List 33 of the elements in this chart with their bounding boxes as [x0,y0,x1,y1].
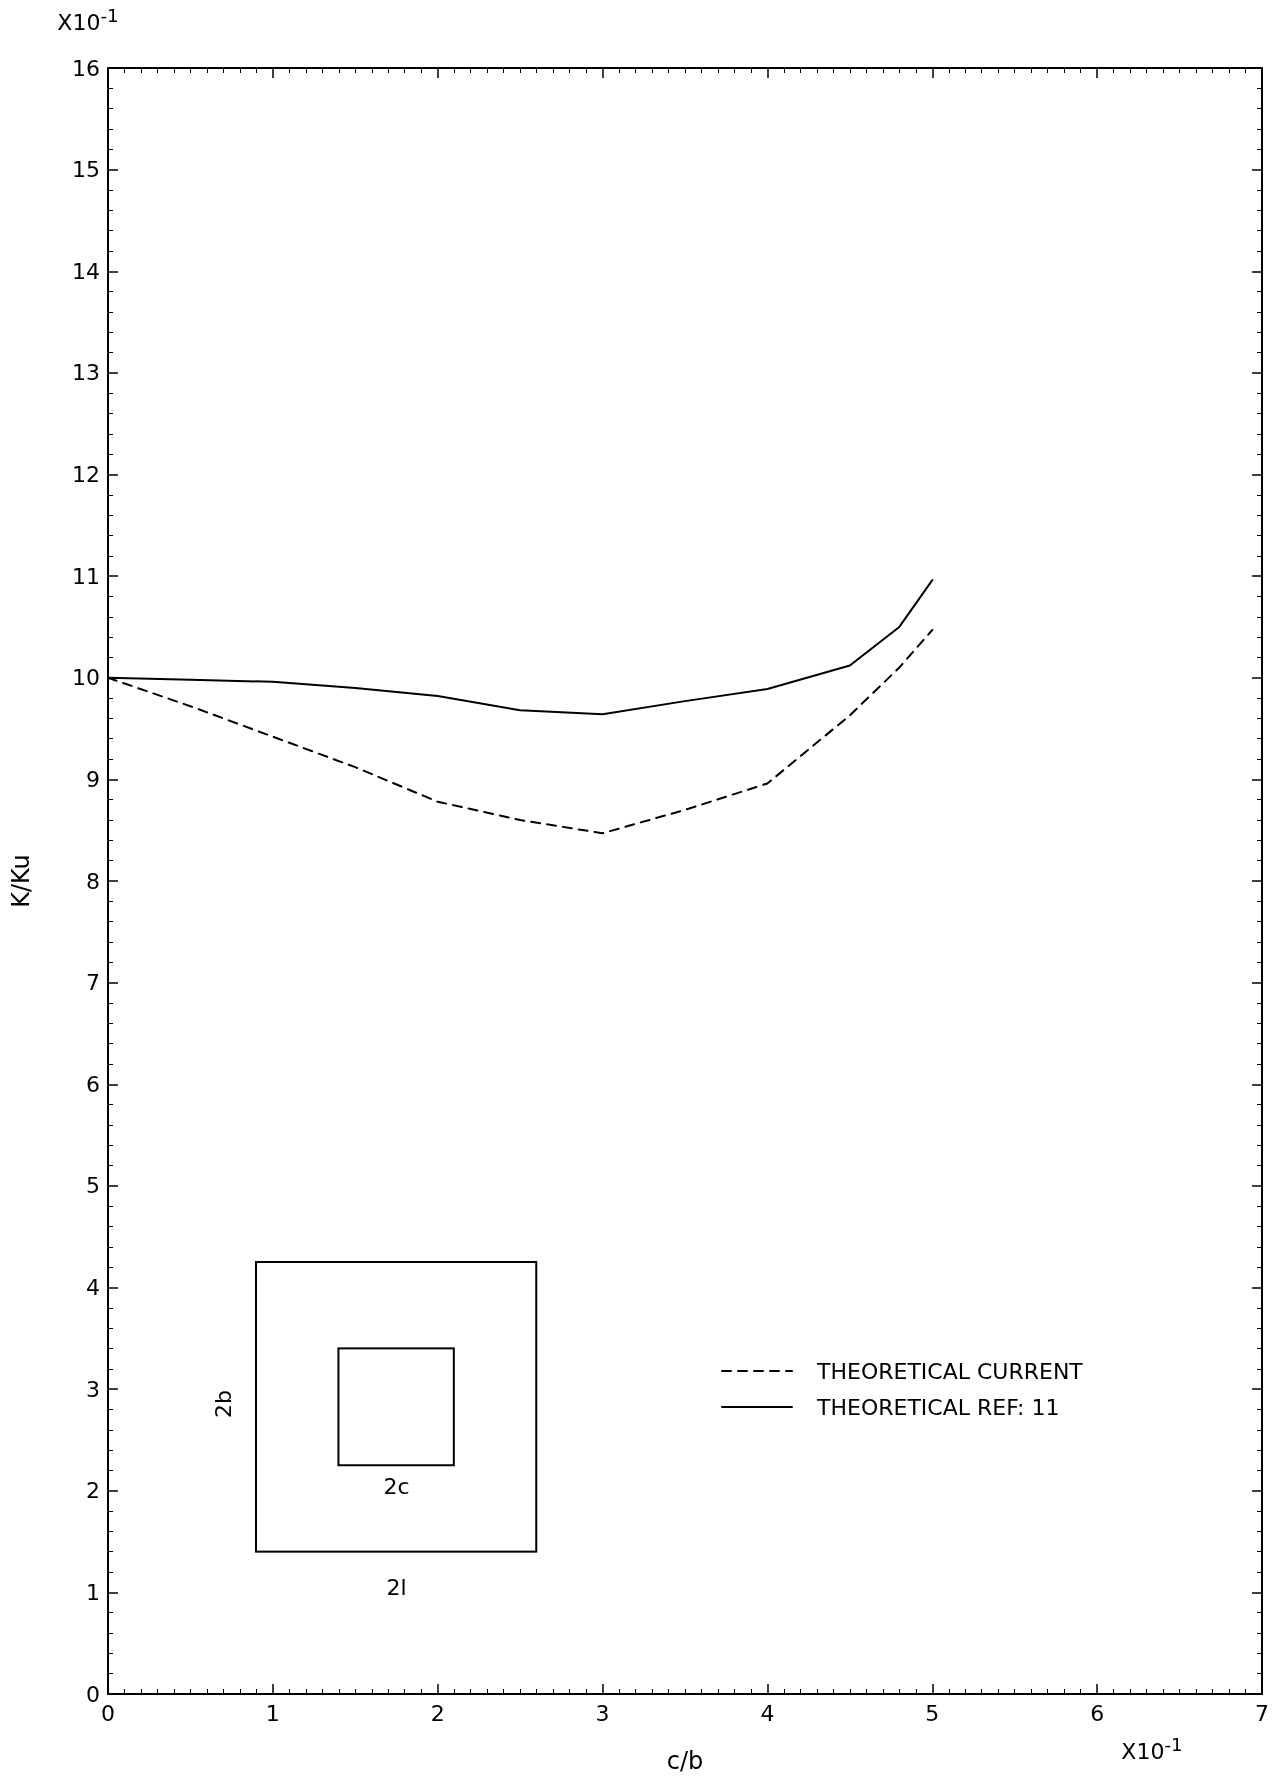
legend-label: THEORETICAL REF: 11 [816,1394,1060,1420]
x-axis-title: c/b [666,1747,704,1775]
x-tick-label: 6 [1090,1700,1105,1726]
y-tick-label: 8 [86,868,100,894]
y-tick-label: 7 [86,970,100,996]
y-tick-label: 5 [86,1173,100,1199]
x-tick-label: 2 [430,1700,445,1726]
annotation: 2l [386,1574,407,1600]
y-tick-label: 13 [72,360,100,386]
y-tick-label: 14 [72,258,100,284]
y-tick-label: 9 [86,766,100,792]
y-tick-label: 4 [86,1275,100,1300]
y-tick-label: 1 [86,1579,100,1605]
x-tick-label: 4 [760,1700,775,1726]
x-tick-label: 3 [595,1700,610,1726]
y-tick-label: 15 [72,157,100,183]
y-tick-label: 2 [86,1478,100,1504]
x-tick-label: 7 [1255,1700,1269,1726]
y-tick-label: 16 [72,55,100,81]
y-tick-label: 10 [72,665,100,691]
x-tick-label: 5 [925,1700,940,1726]
y-tick-label: 12 [72,462,100,487]
y-tick-label: 0 [86,1681,100,1707]
y-tick-label: 6 [86,1071,100,1097]
legend-label: THEORETICAL CURRENT [816,1358,1084,1384]
annotation: 2c [383,1473,410,1499]
annotation: 2b [210,1390,236,1419]
y-tick-label: 3 [86,1376,100,1402]
y-axis-title: K/Ku [7,854,35,908]
x-tick-label: 1 [265,1700,280,1726]
y-tick-label: 11 [72,563,100,589]
text: X10$^{-1}$ [1121,1733,1183,1765]
text: X10$^{-1}$ [57,4,119,36]
